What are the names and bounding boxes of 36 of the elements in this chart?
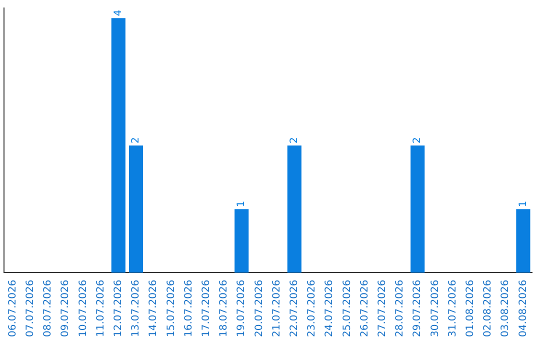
- x-tick-label: 25.07.2026: [342, 280, 353, 338]
- x-tick-label: 31.07.2026: [447, 280, 458, 338]
- data-label: 1: [236, 200, 248, 208]
- x-tick-label: 08.07.2026: [42, 280, 54, 338]
- x-tick-label: 03.08.2026: [500, 280, 512, 338]
- x-tick-label: 04.08.2026: [518, 280, 529, 338]
- data-label: 2: [130, 137, 142, 144]
- x-tick-label: 30.07.2026: [430, 280, 441, 338]
- x-tick-label: 20.07.2026: [254, 280, 265, 338]
- x-tick-label: 19.07.2026: [236, 280, 248, 338]
- x-tick-label: 17.07.2026: [200, 280, 212, 338]
- x-tick-label: 06.07.2026: [7, 280, 18, 338]
- x-tick-label: 12.07.2026: [112, 280, 124, 338]
- x-tick-label: 28.07.2026: [394, 280, 406, 338]
- x-tick-label: 29.07.2026: [412, 280, 424, 338]
- x-tick-label: 26.07.2026: [359, 280, 370, 338]
- x-tick-label: 07.07.2026: [24, 280, 36, 338]
- x-tick-label: 13.07.2026: [130, 280, 142, 338]
- x-tick-label: 22.07.2026: [288, 280, 300, 338]
- x-tick-label: 14.07.2026: [148, 280, 160, 338]
- x-tick-label: 10.07.2026: [78, 280, 89, 338]
- data-label: 1: [518, 200, 529, 208]
- x-tick-label: 02.08.2026: [482, 280, 494, 338]
- x-tick-label: 24.07.2026: [324, 280, 336, 338]
- x-tick-label: 23.07.2026: [306, 280, 318, 338]
- x-tick-label: 21.07.2026: [271, 280, 282, 338]
- x-tick-label: 27.07.2026: [376, 280, 388, 338]
- x-tick-label: 15.07.2026: [166, 280, 177, 338]
- x-tick-label: 01.08.2026: [464, 280, 476, 338]
- x-tick-label: 16.07.2026: [183, 280, 194, 338]
- x-tick-label: 18.07.2026: [218, 280, 230, 338]
- x-tick-label: 11.07.2026: [95, 280, 106, 338]
- data-label: 4: [112, 10, 124, 16]
- x-tick-label: 09.07.2026: [60, 280, 72, 338]
- data-label: 2: [412, 137, 424, 144]
- data-label: 2: [288, 137, 300, 144]
